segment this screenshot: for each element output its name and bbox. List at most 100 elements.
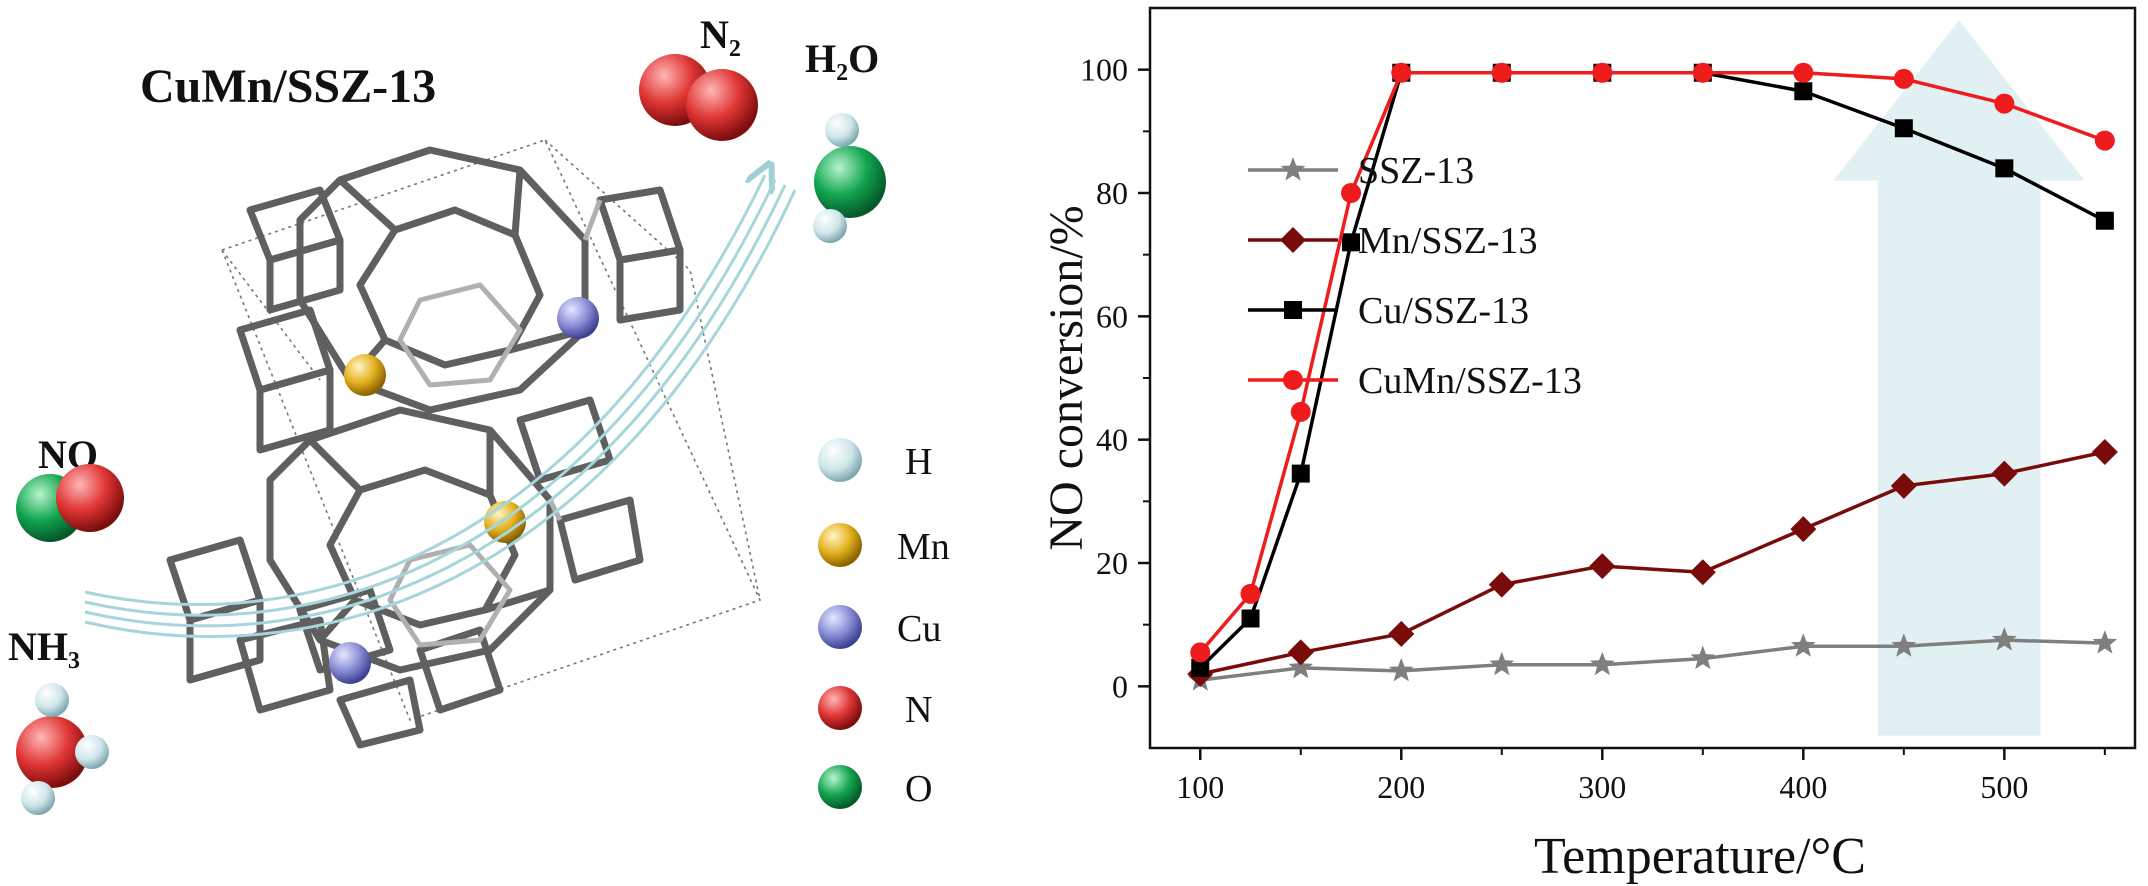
framework-atom-cu	[557, 297, 599, 339]
data-point-mn-ssz-13	[1689, 559, 1716, 586]
data-point-ssz-13	[1991, 627, 2017, 651]
reaction-flow-arrow	[84, 175, 797, 638]
y-tick-label: 100	[1080, 52, 1128, 88]
y-tick-label: 60	[1096, 298, 1128, 334]
legend-marker	[1284, 301, 1302, 319]
data-point-ssz-13	[1790, 633, 1816, 657]
chart-legend: SSZ-13 Mn/SSZ-13 Cu/SSZ-13 CuMn/SSZ-13	[1248, 150, 1582, 402]
data-point-mn-ssz-13	[1388, 620, 1415, 647]
data-point-cumn-ssz-13	[1893, 68, 1914, 89]
data-point-cumn-ssz-13	[1692, 62, 1713, 83]
legend-swatch-cu	[818, 605, 862, 649]
legend-label-cu: Cu	[897, 608, 941, 650]
legend-label-n: N	[905, 689, 932, 731]
framework-atom-cu	[329, 642, 371, 684]
data-point-ssz-13	[1489, 651, 1515, 676]
data-point-mn-ssz-13	[1287, 639, 1314, 666]
data-point-cumn-ssz-13	[2094, 130, 2115, 151]
data-point-cumn-ssz-13	[1341, 183, 1362, 203]
ssz13-framework	[166, 146, 684, 749]
legend-marker	[1283, 370, 1303, 390]
data-point-cumn-ssz-13	[1240, 583, 1261, 604]
y-tick-label: 20	[1096, 545, 1128, 581]
data-point-mn-ssz-13	[1890, 472, 1917, 499]
y-tick-label: 80	[1096, 175, 1128, 211]
series-line-mn-ssz-13	[1199, 450, 2106, 676]
h2o-molecule	[813, 113, 886, 243]
data-point-cu-ssz-13	[1894, 119, 1913, 138]
data-point-cu-ssz-13	[1995, 159, 2014, 178]
data-point-cumn-ssz-13	[1592, 62, 1613, 83]
legend-label: CuMn/SSZ-13	[1358, 360, 1582, 402]
legend-entry-ssz-13: SSZ-13	[1248, 150, 1474, 192]
data-point-cu-ssz-13	[2095, 211, 2114, 230]
data-point-ssz-13	[1690, 645, 1716, 670]
data-point-ssz-13	[2092, 630, 2118, 654]
atom-legend: H Mn Cu N O	[818, 438, 950, 810]
data-point-cumn-ssz-13	[1190, 642, 1211, 663]
legend-label-h: H	[905, 441, 932, 483]
data-point-cumn-ssz-13	[1491, 62, 1512, 83]
series-cumn-ssz-13	[1190, 62, 2115, 663]
legend-swatch-mn	[818, 523, 862, 567]
nh3-molecule	[16, 683, 109, 815]
y-tick-label: 0	[1112, 668, 1128, 704]
legend-entry-cumn-ssz-13: CuMn/SSZ-13	[1248, 360, 1582, 402]
data-point-cu-ssz-13	[1342, 233, 1361, 252]
legend-label-o: O	[905, 768, 932, 810]
data-point-cumn-ssz-13	[1290, 401, 1311, 422]
data-point-ssz-13	[1589, 651, 1615, 676]
data-point-mn-ssz-13	[1589, 553, 1616, 580]
n2-molecule	[639, 54, 758, 141]
ssz13-framework-light	[387, 199, 603, 648]
nh3-label: NH₃	[8, 624, 80, 669]
trend-arrow	[1833, 20, 2085, 736]
no-molecule	[16, 464, 124, 542]
legend-label: Mn/SSZ-13	[1358, 220, 1537, 262]
scheme-title: CuMn/SSZ-13	[140, 60, 436, 113]
x-tick-label: 500	[1980, 769, 2028, 805]
n2-label: N₂	[700, 12, 741, 57]
trend-arrow-shape	[1833, 20, 2085, 736]
data-point-mn-ssz-13	[2091, 439, 2118, 465]
data-point-ssz-13	[1288, 654, 1314, 679]
data-point-cumn-ssz-13	[1793, 62, 1814, 83]
no-conversion-chart: 100 200 300 400 500 0 20 40 60 80 100 SSZ-13 Mn/SSZ…	[1040, 6, 2137, 885]
legend-swatch-h	[818, 438, 862, 482]
reaction-scheme: CuMn/SSZ-13	[8, 12, 950, 815]
chart-series	[1187, 62, 2118, 691]
y-tick-label: 40	[1096, 422, 1128, 458]
legend-swatch-n	[818, 686, 862, 730]
data-point-cu-ssz-13	[1794, 82, 1813, 101]
data-point-mn-ssz-13	[1488, 571, 1515, 598]
x-tick-label: 300	[1578, 769, 1626, 805]
legend-entry-cu-ssz-13: Cu/SSZ-13	[1248, 290, 1529, 332]
x-tick-label: 100	[1176, 769, 1224, 805]
legend-label: Cu/SSZ-13	[1358, 290, 1529, 332]
framework-atom-mn	[344, 354, 386, 396]
h2o-label: H₂O	[805, 36, 879, 81]
legend-entry-mn-ssz-13: Mn/SSZ-13	[1248, 220, 1537, 262]
x-tick-label: 400	[1779, 769, 1827, 805]
legend-marker	[1280, 157, 1306, 181]
x-axis-label: Temperature/°C	[1534, 828, 1866, 885]
data-point-ssz-13	[1388, 657, 1414, 682]
legend-swatch-o	[818, 765, 862, 809]
data-point-mn-ssz-13	[1991, 460, 2018, 487]
data-point-cumn-ssz-13	[1391, 62, 1412, 83]
data-point-mn-ssz-13	[1790, 516, 1817, 543]
series-line-cumn-ssz-13	[1198, 71, 2106, 654]
data-point-cumn-ssz-13	[1994, 93, 2015, 114]
data-point-cu-ssz-13	[1291, 464, 1310, 483]
data-point-cu-ssz-13	[1191, 658, 1210, 677]
unit-cell-box	[220, 139, 762, 722]
series-ssz-13	[1187, 627, 2118, 691]
series-line-ssz-13	[1200, 638, 2105, 682]
y-axis-label: NO conversion/%	[1040, 205, 1093, 550]
legend-label-mn: Mn	[897, 526, 950, 568]
x-tick-label: 200	[1377, 769, 1425, 805]
legend-marker	[1280, 227, 1306, 253]
legend-label: SSZ-13	[1358, 150, 1474, 192]
data-point-ssz-13	[1891, 633, 1917, 657]
chart-axes: 100 200 300 400 500 0 20 40 60 80 100	[1080, 6, 2137, 805]
